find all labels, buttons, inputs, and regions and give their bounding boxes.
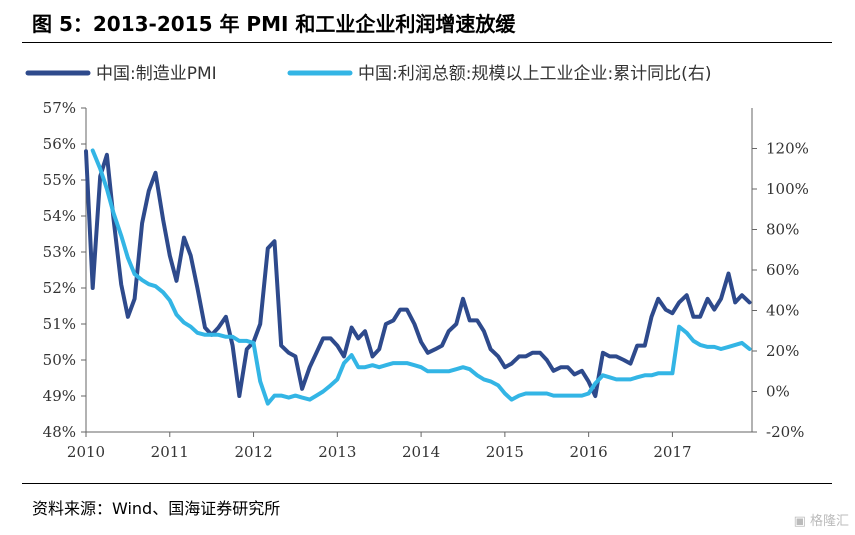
right-tick-label: 120% [766, 140, 809, 158]
x-tick-label: 2011 [151, 443, 189, 461]
right-tick-label: 40% [766, 302, 799, 320]
left-tick-label: 57% [43, 99, 76, 117]
right-tick-label: 100% [766, 180, 809, 198]
left-tick-label: 50% [43, 351, 76, 369]
series-line-profit [90, 148, 752, 406]
x-tick-label: 2010 [67, 443, 105, 461]
legend-label-pmi: 中国:制造业PMI [96, 64, 217, 84]
right-tick-label: -20% [766, 423, 804, 441]
source-note: 资料来源：Wind、国海证券研究所 [32, 499, 281, 518]
x-tick-label: 2012 [234, 443, 272, 461]
x-tick-label: 2013 [318, 443, 356, 461]
left-tick-label: 56% [43, 135, 76, 153]
left-tick-label: 53% [43, 243, 76, 261]
right-tick-label: 0% [766, 383, 790, 401]
figure-title: 图 5：2013-2015 年 PMI 和工业企业利润增速放缓 [32, 12, 516, 36]
left-tick-label: 51% [43, 315, 76, 333]
x-tick-label: 2014 [402, 443, 440, 461]
watermark-text: 格隆汇 [809, 514, 849, 529]
x-tick-label: 2017 [653, 443, 691, 461]
watermark-logo: ▣ 格隆汇 [793, 514, 849, 529]
left-tick-label: 55% [43, 171, 76, 189]
right-tick-label: 20% [766, 342, 799, 360]
left-tick-label: 54% [43, 207, 76, 225]
right-tick-label: 60% [766, 261, 799, 279]
legend-label-profit: 中国:利润总额:规模以上工业企业:累计同比(右) [358, 64, 711, 84]
left-tick-label: 48% [43, 423, 76, 441]
x-tick-label: 2016 [570, 443, 608, 461]
series-line-pmi [84, 149, 752, 398]
x-tick-label: 2015 [486, 443, 524, 461]
source-rule [22, 483, 832, 484]
right-tick-label: 80% [766, 221, 799, 239]
axes: 57% 56% 55% 54% 53% 52% 51% 50% 49% 48% 120% 100% 80… [43, 99, 809, 461]
left-tick-label: 49% [43, 387, 76, 405]
series-lines [84, 148, 752, 406]
title-rule [22, 42, 832, 43]
left-tick-label: 52% [43, 279, 76, 297]
legend: 中国:制造业PMI 中国:利润总额:规模以上工业企业:累计同比(右) [25, 64, 711, 84]
